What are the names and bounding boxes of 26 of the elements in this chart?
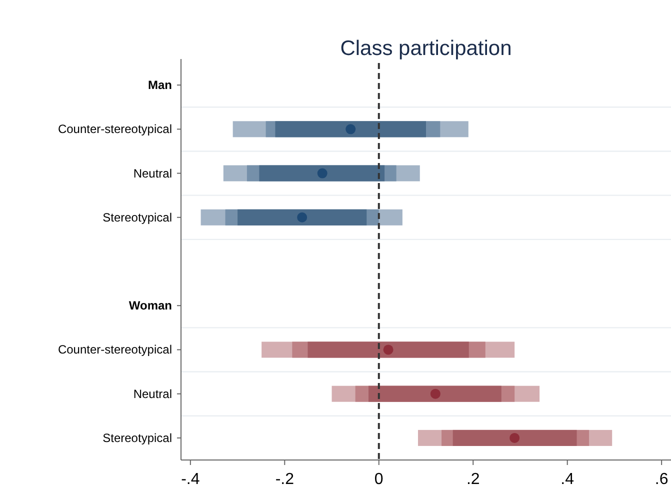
point <box>297 212 308 222</box>
x-tick-label: .2 <box>466 471 480 488</box>
point <box>383 344 394 355</box>
x-tick-label: -.2 <box>275 471 294 488</box>
x-tick-label: .4 <box>560 471 574 488</box>
point <box>317 168 328 178</box>
y-tick-label: Man <box>148 78 172 92</box>
point <box>510 432 520 443</box>
bar <box>368 386 502 402</box>
y-tick-label: Counter-stereotypical <box>58 342 172 357</box>
y-tick-label: Woman <box>128 298 172 313</box>
bar <box>238 209 367 226</box>
chart-title: Class participation <box>340 37 512 60</box>
x-tick-label: -.4 <box>181 471 200 488</box>
y-tick-label: Counter-stereotypical <box>58 122 172 136</box>
x-tick-label: .6 <box>654 471 668 488</box>
y-tick-label: Stereotypical <box>102 430 172 445</box>
y-tick-label: Neutral <box>133 166 172 180</box>
y-tick-label: Stereotypical <box>102 210 172 224</box>
point <box>346 124 356 134</box>
y-tick-label: Neutral <box>133 386 172 401</box>
point <box>430 388 440 399</box>
bar <box>308 342 469 358</box>
bar <box>259 165 385 182</box>
x-tick-label: 0 <box>374 471 384 488</box>
bar <box>452 430 577 446</box>
